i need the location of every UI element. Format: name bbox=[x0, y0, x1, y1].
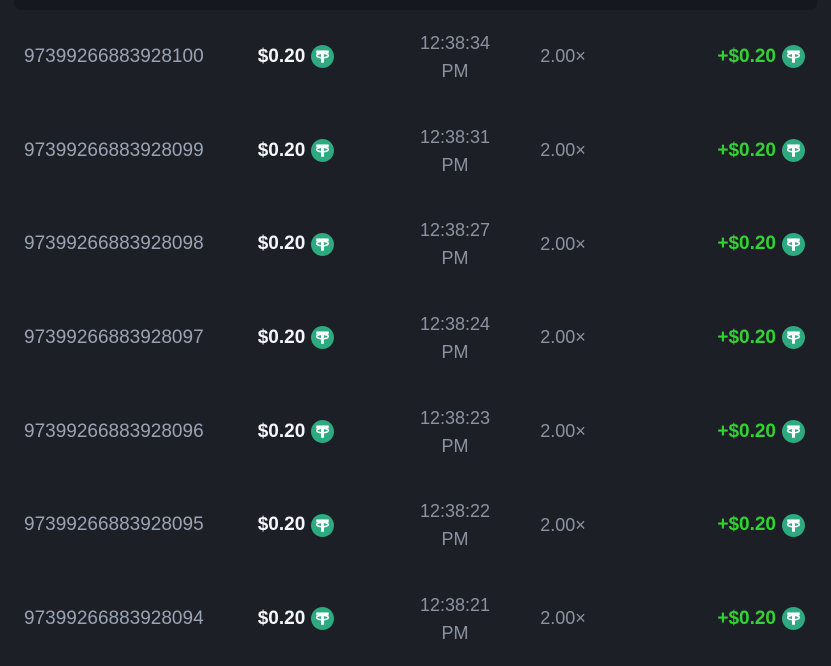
tether-icon bbox=[782, 326, 805, 350]
tether-icon bbox=[782, 607, 805, 631]
bet-amount: $0.20 bbox=[257, 326, 306, 348]
bet-id: 97399266883928095 bbox=[24, 514, 204, 536]
bet-multiplier: 2.00× bbox=[540, 421, 586, 442]
bet-amount: $0.20 bbox=[257, 139, 306, 161]
tether-icon bbox=[782, 139, 805, 163]
bet-time-cell: 12:38:27 PM bbox=[387, 216, 523, 272]
bet-payout: +$0.20 bbox=[717, 514, 776, 536]
bet-amount-cell: $0.20 bbox=[205, 326, 387, 350]
bet-time-cell: 12:38:23 PM bbox=[387, 404, 523, 460]
bet-time: 12:38:27 PM bbox=[419, 220, 491, 269]
bet-id: 97399266883928100 bbox=[24, 45, 204, 67]
tether-icon bbox=[311, 326, 335, 350]
bet-amount: $0.20 bbox=[257, 45, 306, 67]
bet-payout: +$0.20 bbox=[717, 420, 776, 442]
tether-icon bbox=[311, 420, 335, 444]
bet-multiplier: 2.00× bbox=[540, 233, 586, 254]
bets-table: 97399266883928100 $0.20 12:38:34 PM 2.00… bbox=[0, 10, 831, 666]
bet-payout-cell: +$0.20 bbox=[603, 420, 831, 444]
bet-id: 97399266883928099 bbox=[24, 139, 204, 161]
bet-row[interactable]: 97399266883928094 $0.20 12:38:21 PM 2.00… bbox=[0, 572, 831, 666]
bet-id: 97399266883928097 bbox=[24, 326, 204, 348]
bet-payout-cell: +$0.20 bbox=[603, 45, 831, 69]
bet-payout-cell: +$0.20 bbox=[603, 139, 831, 163]
bet-payout: +$0.20 bbox=[717, 45, 776, 67]
bet-time: 12:38:21 PM bbox=[419, 594, 491, 643]
bet-amount-cell: $0.20 bbox=[205, 607, 387, 631]
bet-time-cell: 12:38:31 PM bbox=[387, 123, 523, 179]
bet-row[interactable]: 97399266883928097 $0.20 12:38:24 PM 2.00… bbox=[0, 291, 831, 385]
tether-icon bbox=[782, 420, 805, 444]
bet-row[interactable]: 97399266883928099 $0.20 12:38:31 PM 2.00… bbox=[0, 104, 831, 198]
bet-time-cell: 12:38:21 PM bbox=[387, 591, 523, 647]
bet-time-cell: 12:38:22 PM bbox=[387, 497, 523, 553]
bet-row[interactable]: 97399266883928096 $0.20 12:38:23 PM 2.00… bbox=[0, 385, 831, 479]
bet-payout: +$0.20 bbox=[717, 233, 776, 255]
bet-row[interactable]: 97399266883928100 $0.20 12:38:34 PM 2.00… bbox=[0, 10, 831, 104]
tether-icon bbox=[311, 607, 335, 631]
row-stripe-tail-band bbox=[0, 0, 831, 10]
bet-amount: $0.20 bbox=[257, 420, 306, 442]
bet-time: 12:38:23 PM bbox=[419, 407, 491, 456]
bet-amount-cell: $0.20 bbox=[205, 232, 387, 256]
bet-time: 12:38:24 PM bbox=[419, 313, 491, 362]
bet-payout: +$0.20 bbox=[717, 326, 776, 348]
bet-id: 97399266883928096 bbox=[24, 420, 204, 442]
bet-row[interactable]: 97399266883928095 $0.20 12:38:22 PM 2.00… bbox=[0, 478, 831, 572]
bet-payout-cell: +$0.20 bbox=[603, 607, 831, 631]
bet-amount: $0.20 bbox=[257, 607, 306, 629]
bet-id: 97399266883928098 bbox=[24, 233, 204, 255]
bet-amount: $0.20 bbox=[257, 514, 306, 536]
bet-payout-cell: +$0.20 bbox=[603, 232, 831, 256]
bet-time: 12:38:31 PM bbox=[419, 126, 491, 175]
bet-multiplier: 2.00× bbox=[540, 46, 586, 67]
bet-id: 97399266883928094 bbox=[24, 607, 204, 629]
bet-payout: +$0.20 bbox=[717, 139, 776, 161]
tether-icon bbox=[311, 232, 335, 256]
tether-icon bbox=[782, 45, 805, 69]
bet-time: 12:38:34 PM bbox=[419, 32, 491, 81]
bet-amount: $0.20 bbox=[257, 233, 306, 255]
bet-time: 12:38:22 PM bbox=[419, 501, 491, 550]
bet-payout-cell: +$0.20 bbox=[603, 513, 831, 537]
tether-icon bbox=[782, 232, 805, 256]
tether-icon bbox=[311, 139, 335, 163]
bet-row[interactable]: 97399266883928098 $0.20 12:38:27 PM 2.00… bbox=[0, 197, 831, 291]
bet-payout: +$0.20 bbox=[717, 607, 776, 629]
tether-icon bbox=[311, 513, 335, 537]
bet-payout-cell: +$0.20 bbox=[603, 326, 831, 350]
bet-amount-cell: $0.20 bbox=[205, 513, 387, 537]
bet-amount-cell: $0.20 bbox=[205, 139, 387, 163]
bet-time-cell: 12:38:34 PM bbox=[387, 29, 523, 85]
bet-amount-cell: $0.20 bbox=[205, 45, 387, 69]
bet-multiplier: 2.00× bbox=[540, 514, 586, 535]
tether-icon bbox=[782, 513, 805, 537]
bet-multiplier: 2.00× bbox=[540, 327, 586, 348]
bet-multiplier: 2.00× bbox=[540, 608, 586, 629]
bet-amount-cell: $0.20 bbox=[205, 420, 387, 444]
bet-multiplier: 2.00× bbox=[540, 140, 586, 161]
tether-icon bbox=[311, 45, 335, 69]
row-stripe-tail bbox=[14, 0, 817, 10]
bet-time-cell: 12:38:24 PM bbox=[387, 310, 523, 366]
